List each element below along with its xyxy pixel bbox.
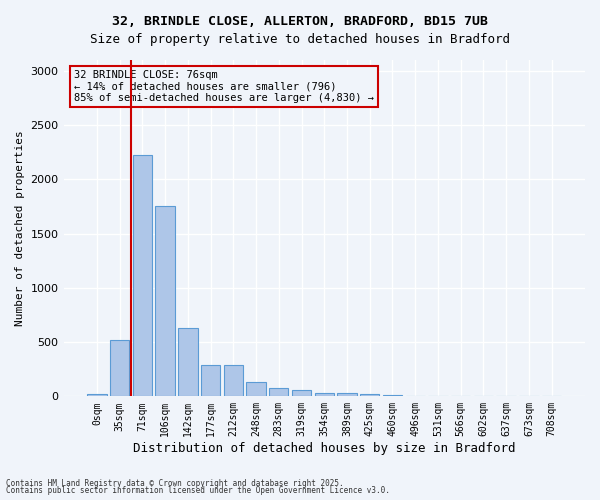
- Text: Size of property relative to detached houses in Bradford: Size of property relative to detached ho…: [90, 32, 510, 46]
- Text: Contains public sector information licensed under the Open Government Licence v3: Contains public sector information licen…: [6, 486, 390, 495]
- Bar: [269, 388, 289, 396]
- Bar: [292, 390, 311, 396]
- Bar: [155, 206, 175, 396]
- Y-axis label: Number of detached properties: Number of detached properties: [15, 130, 25, 326]
- Text: Contains HM Land Registry data © Crown copyright and database right 2025.: Contains HM Land Registry data © Crown c…: [6, 478, 344, 488]
- Bar: [133, 156, 152, 396]
- Bar: [201, 365, 220, 396]
- Text: 32, BRINDLE CLOSE, ALLERTON, BRADFORD, BD15 7UB: 32, BRINDLE CLOSE, ALLERTON, BRADFORD, B…: [112, 15, 488, 28]
- Bar: [224, 365, 243, 396]
- Bar: [314, 392, 334, 396]
- Bar: [337, 393, 356, 396]
- Bar: [247, 382, 266, 396]
- Bar: [360, 394, 379, 396]
- Bar: [178, 328, 197, 396]
- Bar: [87, 394, 107, 396]
- Text: 32 BRINDLE CLOSE: 76sqm
← 14% of detached houses are smaller (796)
85% of semi-d: 32 BRINDLE CLOSE: 76sqm ← 14% of detache…: [74, 70, 374, 103]
- X-axis label: Distribution of detached houses by size in Bradford: Distribution of detached houses by size …: [133, 442, 515, 455]
- Bar: [383, 394, 402, 396]
- Bar: [110, 340, 130, 396]
